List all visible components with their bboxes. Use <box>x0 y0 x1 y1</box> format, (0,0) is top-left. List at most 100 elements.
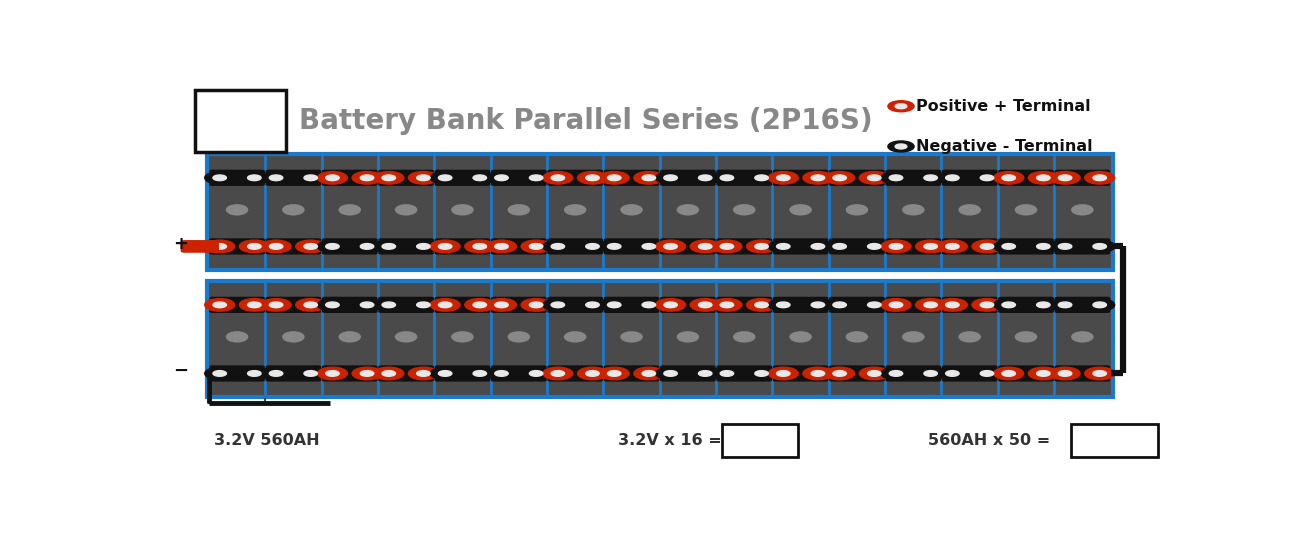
Circle shape <box>881 367 911 380</box>
FancyBboxPatch shape <box>998 238 1054 255</box>
FancyBboxPatch shape <box>322 238 377 255</box>
FancyBboxPatch shape <box>660 238 716 255</box>
FancyBboxPatch shape <box>660 169 716 186</box>
Circle shape <box>755 371 768 376</box>
Circle shape <box>607 175 621 180</box>
Circle shape <box>382 175 395 180</box>
Ellipse shape <box>846 331 868 343</box>
FancyBboxPatch shape <box>322 169 377 186</box>
Circle shape <box>1050 299 1080 311</box>
Circle shape <box>746 172 776 184</box>
Circle shape <box>1084 367 1114 380</box>
Circle shape <box>521 367 551 380</box>
Text: 51.2V: 51.2V <box>733 432 786 450</box>
FancyBboxPatch shape <box>378 296 434 313</box>
Text: Negative - Terminal: Negative - Terminal <box>916 139 1093 154</box>
Circle shape <box>529 302 543 307</box>
Circle shape <box>543 367 573 380</box>
Circle shape <box>720 302 733 307</box>
Circle shape <box>1058 244 1071 249</box>
Circle shape <box>993 299 1023 311</box>
Circle shape <box>239 299 269 311</box>
Circle shape <box>1036 371 1050 376</box>
Circle shape <box>438 302 452 307</box>
FancyBboxPatch shape <box>941 238 997 255</box>
Circle shape <box>304 371 317 376</box>
Circle shape <box>543 172 573 184</box>
FancyBboxPatch shape <box>660 296 716 313</box>
Circle shape <box>417 175 430 180</box>
FancyBboxPatch shape <box>998 365 1054 382</box>
Circle shape <box>888 141 914 152</box>
Circle shape <box>972 240 1002 252</box>
Circle shape <box>972 172 1002 184</box>
Circle shape <box>803 172 833 184</box>
Circle shape <box>642 175 655 180</box>
FancyBboxPatch shape <box>547 296 603 313</box>
Circle shape <box>768 240 798 252</box>
Circle shape <box>776 244 790 249</box>
Circle shape <box>634 299 664 311</box>
Ellipse shape <box>395 331 417 343</box>
Circle shape <box>543 299 573 311</box>
Ellipse shape <box>564 331 586 343</box>
FancyBboxPatch shape <box>941 296 997 313</box>
Ellipse shape <box>282 331 304 343</box>
Circle shape <box>543 240 573 252</box>
Circle shape <box>1050 172 1080 184</box>
Circle shape <box>261 240 291 252</box>
Circle shape <box>945 175 959 180</box>
Circle shape <box>430 240 460 252</box>
Circle shape <box>360 175 374 180</box>
FancyBboxPatch shape <box>829 296 885 313</box>
Circle shape <box>213 302 226 307</box>
Circle shape <box>521 299 551 311</box>
Circle shape <box>204 172 235 184</box>
FancyBboxPatch shape <box>941 169 997 186</box>
Text: Positive + Terminal: Positive + Terminal <box>916 99 1091 114</box>
Circle shape <box>833 371 846 376</box>
Circle shape <box>712 367 742 380</box>
Circle shape <box>430 172 460 184</box>
Circle shape <box>720 175 733 180</box>
FancyBboxPatch shape <box>434 169 490 186</box>
FancyBboxPatch shape <box>998 296 1054 313</box>
FancyBboxPatch shape <box>1054 296 1110 313</box>
Circle shape <box>811 175 824 180</box>
Circle shape <box>529 244 543 249</box>
Circle shape <box>352 367 382 380</box>
Circle shape <box>867 302 881 307</box>
Circle shape <box>261 172 291 184</box>
Circle shape <box>486 172 516 184</box>
Circle shape <box>438 175 452 180</box>
Text: 560AH x 50 =: 560AH x 50 = <box>928 433 1050 448</box>
FancyBboxPatch shape <box>378 238 434 255</box>
Circle shape <box>374 240 404 252</box>
Circle shape <box>473 244 486 249</box>
Circle shape <box>915 299 945 311</box>
Circle shape <box>1084 240 1114 252</box>
Text: Battery Bank Parallel Series (2P16S): Battery Bank Parallel Series (2P16S) <box>299 107 872 135</box>
Ellipse shape <box>789 204 812 216</box>
Ellipse shape <box>902 331 924 343</box>
Circle shape <box>664 175 677 180</box>
Circle shape <box>577 240 607 252</box>
Circle shape <box>521 172 551 184</box>
Circle shape <box>1093 371 1106 376</box>
Circle shape <box>1093 175 1106 180</box>
Circle shape <box>417 371 430 376</box>
Circle shape <box>204 367 235 380</box>
Ellipse shape <box>1071 204 1093 216</box>
FancyBboxPatch shape <box>660 365 716 382</box>
Circle shape <box>1093 302 1106 307</box>
Circle shape <box>859 240 889 252</box>
FancyBboxPatch shape <box>491 365 546 382</box>
FancyBboxPatch shape <box>941 365 997 382</box>
Circle shape <box>889 371 902 376</box>
Circle shape <box>993 240 1023 252</box>
FancyBboxPatch shape <box>209 365 265 382</box>
Circle shape <box>755 302 768 307</box>
Circle shape <box>881 299 911 311</box>
Circle shape <box>352 299 382 311</box>
Circle shape <box>374 299 404 311</box>
